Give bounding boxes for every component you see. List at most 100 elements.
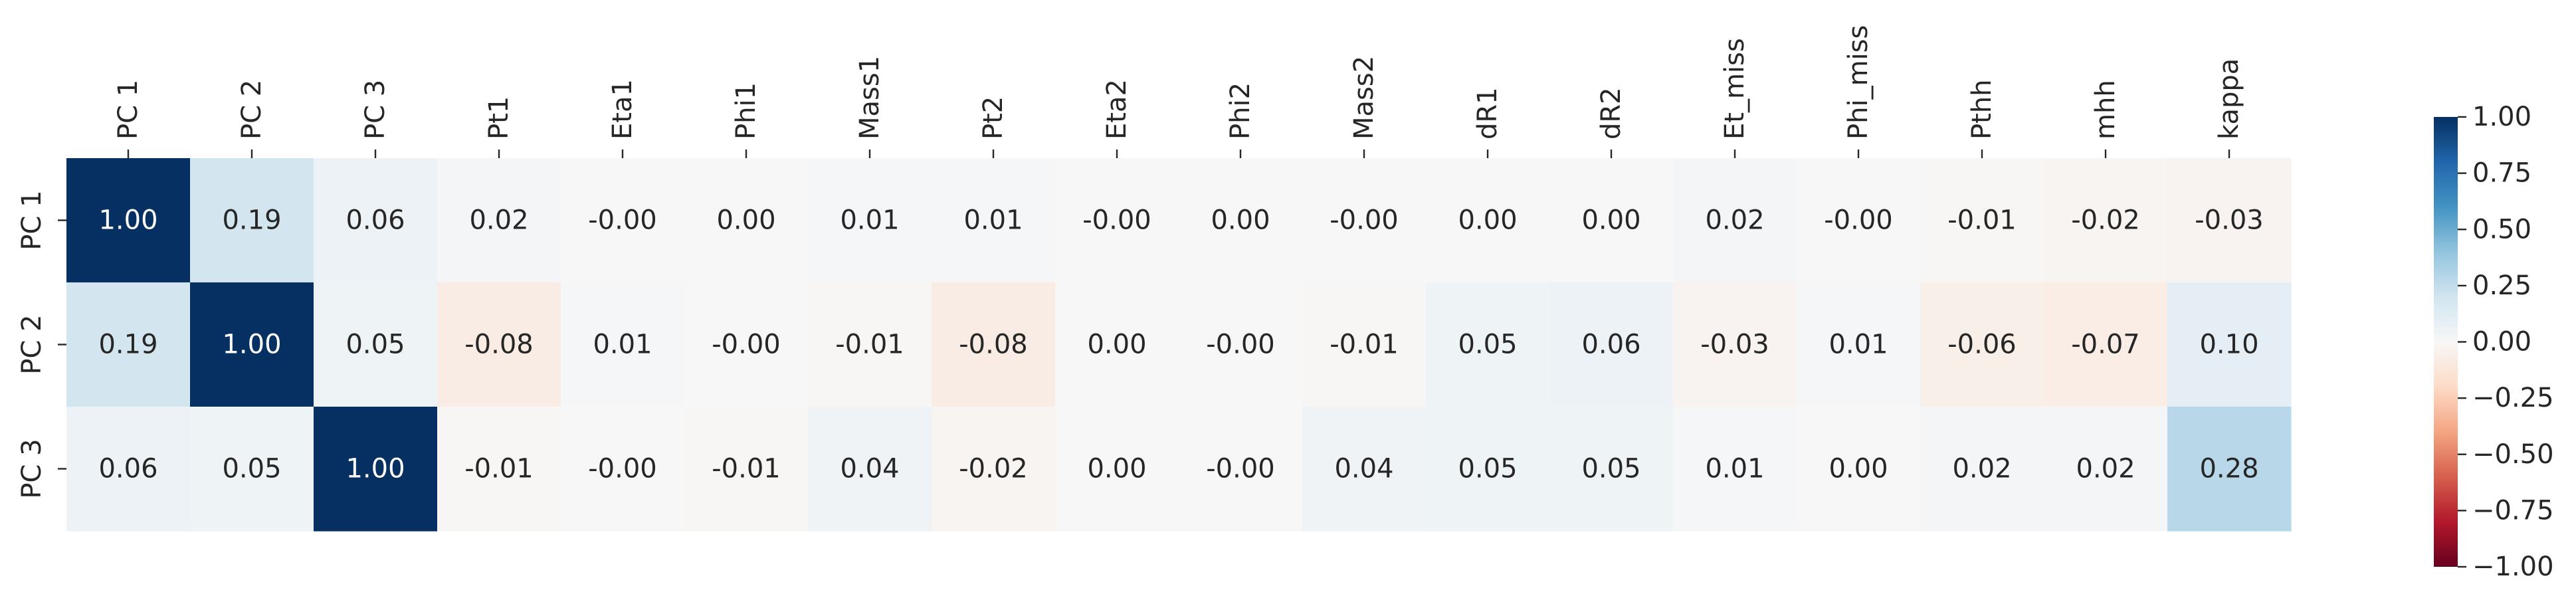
colorbar-tick-label: 0.25 (2472, 270, 2531, 301)
cell-value-label: 0.06 (346, 205, 405, 236)
heatmap-cell-pc-1-mass1 (808, 158, 932, 283)
cell-value-label: -0.03 (1700, 330, 1769, 360)
cell-value-label: 0.00 (1211, 205, 1270, 236)
heatmap-cell-pc-2-phi-miss (1797, 282, 1921, 407)
heatmap-cell-pc-1-mhh (2044, 158, 2168, 283)
cell-value-label: 0.06 (1581, 330, 1640, 360)
heatmap-cell-pc-2-mass2 (1302, 282, 1427, 407)
cell-value-label: 1.00 (346, 454, 405, 484)
heatmap-cell-pc-2-pc-1 (66, 282, 191, 407)
x-tick-label: dR2 (1596, 87, 1627, 140)
colorbar-tick-label: −0.25 (2472, 383, 2554, 413)
heatmap-cell-pc-2-kappa (2167, 282, 2292, 407)
heatmap-cell-pc-2-eta2 (1055, 282, 1179, 407)
colorbar-tick-label: 0.75 (2472, 158, 2531, 189)
cell-value-label: 0.02 (469, 205, 528, 236)
cell-value-label: 0.00 (716, 205, 775, 236)
heatmap-cell-pc-1-phi-miss (1797, 158, 1921, 283)
cell-value-label: 0.02 (2076, 454, 2135, 484)
cell-value-label: 0.00 (1087, 330, 1146, 360)
heatmap-cell-pc-3-eta1 (561, 407, 685, 532)
x-tick-label: PC 2 (237, 80, 267, 140)
x-tick-label: Mass2 (1349, 56, 1379, 140)
cell-value-label: -0.00 (588, 205, 657, 236)
cell-value-label: 0.06 (98, 454, 157, 484)
x-tick-label: PC 3 (360, 80, 391, 140)
cell-value-label: -0.00 (712, 330, 781, 360)
x-tick-label: mhh (2090, 80, 2121, 140)
x-tick-label: kappa (2214, 58, 2244, 140)
cell-value-label: -0.01 (712, 454, 781, 484)
cell-value-label: 0.05 (346, 330, 405, 360)
x-tick-label: dR1 (1472, 87, 1503, 140)
cell-value-label: 0.05 (222, 454, 281, 484)
cell-value-label: 0.00 (1458, 205, 1517, 236)
cell-value-label: -0.02 (959, 454, 1028, 484)
heatmap-cell-pc-2-phi2 (1179, 282, 1303, 407)
x-tick-label: Pt2 (978, 96, 1009, 140)
heatmap-cell-pc-1-pc-2 (190, 158, 314, 283)
cell-value-label: -0.08 (464, 330, 534, 360)
heatmap-cell-pc-2-pt2 (932, 282, 1056, 407)
heatmap-cell-pc-1-eta1 (561, 158, 685, 283)
cell-value-label: -0.06 (1947, 330, 2017, 360)
colorbar-tick-label: 1.00 (2472, 102, 2531, 132)
x-tick-label: PC 1 (113, 80, 144, 140)
heatmap-cell-pc-1-pc-3 (314, 158, 438, 283)
x-tick-label: Pthh (1967, 79, 1997, 140)
cell-value-label: 0.19 (222, 205, 281, 236)
cell-value-label: 1.00 (222, 330, 281, 360)
heatmap-cell-pc-3-mhh (2044, 407, 2168, 532)
cell-value-label: 0.01 (963, 205, 1023, 236)
heatmap-cell-pc-2-pc-3 (314, 282, 438, 407)
heatmap-cell-pc-3-phi1 (684, 407, 809, 532)
heatmap-cell-pc-1-dr2 (1549, 158, 1674, 283)
heatmap-cell-pc-1-pt2 (932, 158, 1056, 283)
colorbar-tick-label: 0.00 (2472, 327, 2531, 357)
heatmap-cell-pc-2-dr1 (1426, 282, 1550, 407)
cell-value-label: -0.00 (1206, 454, 1275, 484)
cell-value-label: -0.07 (2071, 330, 2140, 360)
colorbar-tick-label: −0.75 (2472, 495, 2554, 526)
heatmap-cell-pc-1-pt1 (437, 158, 561, 283)
heatmap-cell-pc-3-pc-3 (314, 407, 438, 532)
heatmap-cell-pc-2-pc-2 (190, 282, 314, 407)
cell-value-label: 0.00 (1581, 205, 1640, 236)
cell-value-label: 0.01 (1705, 454, 1764, 484)
cell-value-label: 0.04 (1334, 454, 1393, 484)
cell-value-label: -0.00 (1330, 205, 1399, 236)
y-tick-label: PC 3 (17, 439, 47, 498)
cell-value-label: -0.00 (1824, 205, 1893, 236)
colorbar-gradient (2434, 117, 2458, 567)
cell-value-label: 0.05 (1458, 454, 1517, 484)
y-tick-label: PC 2 (17, 314, 47, 374)
heatmap-cell-pc-3-pthh (1920, 407, 2044, 532)
cell-value-label: 1.00 (98, 205, 157, 236)
cell-value-label: -0.00 (1206, 330, 1275, 360)
x-tick-label: Pt1 (484, 96, 514, 140)
cell-value-label: -0.01 (1330, 330, 1399, 360)
cell-value-label: 0.01 (1829, 330, 1888, 360)
heatmap-cell-pc-3-phi-miss (1797, 407, 1921, 532)
heatmap-cell-pc-1-kappa (2167, 158, 2292, 283)
heatmap-cell-pc-1-pc-1 (66, 158, 191, 283)
heatmap-cell-pc-3-pc-2 (190, 407, 314, 532)
colorbar-tick-label: −0.50 (2472, 439, 2554, 470)
heatmap-cell-pc-3-pt1 (437, 407, 561, 532)
colorbar: 1.00 0.75 0.50 0.25 0.00 −0.25 −0.50 −0.75 −1.00 (2434, 102, 2554, 582)
cell-value-label: -0.03 (2195, 205, 2264, 236)
cell-value-label: -0.01 (464, 454, 534, 484)
heatmap-cell-pc-2-dr2 (1549, 282, 1674, 407)
cell-value-label: 0.02 (1705, 205, 1764, 236)
heatmap-cell-pc-1-dr1 (1426, 158, 1550, 283)
y-tick-label: PC 1 (17, 190, 47, 250)
x-tick-label: Eta1 (607, 79, 638, 140)
colorbar-tick-label: −1.00 (2472, 552, 2554, 582)
cell-value-label: 0.04 (840, 454, 899, 484)
x-tick-label: Mass1 (854, 56, 885, 140)
heatmap-cell-pc-3-eta2 (1055, 407, 1179, 532)
heatmap-cell-pc-2-mass1 (808, 282, 932, 407)
cell-value-label: 0.10 (2199, 330, 2258, 360)
